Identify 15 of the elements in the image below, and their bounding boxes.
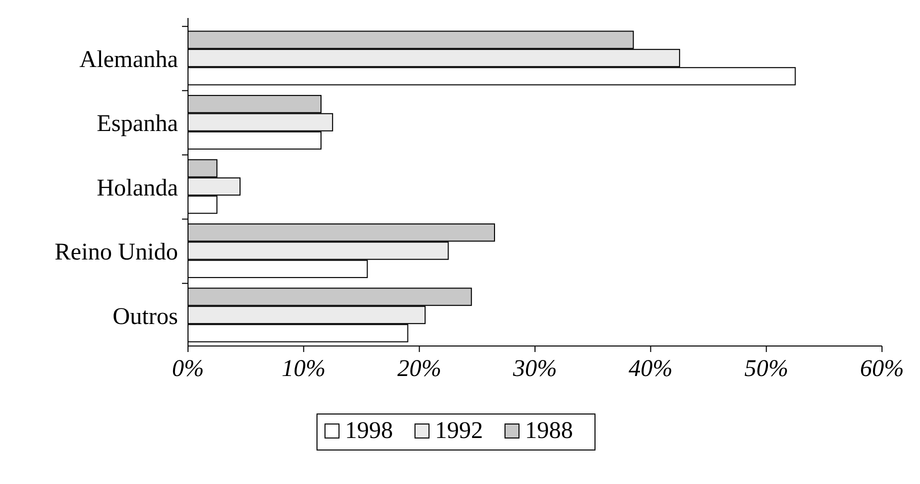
legend-label: 1992 xyxy=(435,418,483,444)
y-tick-label: Outros xyxy=(112,304,178,330)
x-tick-label: 50% xyxy=(744,356,788,382)
y-tick-label: Holanda xyxy=(96,175,178,202)
legend-label: 1988 xyxy=(525,418,573,444)
x-tick-label: 30% xyxy=(512,356,557,382)
legend-label: 1998 xyxy=(345,418,393,444)
y-tick-label: Reino Unido xyxy=(54,240,178,266)
x-tick-label: 20% xyxy=(397,356,442,382)
x-tick-label: 60% xyxy=(860,356,904,382)
x-tick-label: 10% xyxy=(282,356,326,382)
x-tick-label: 0% xyxy=(172,356,204,382)
x-tick-label: 40% xyxy=(628,356,673,382)
y-tick-label: Espanha xyxy=(96,111,178,138)
y-tick-label: Alemanha xyxy=(79,46,178,73)
